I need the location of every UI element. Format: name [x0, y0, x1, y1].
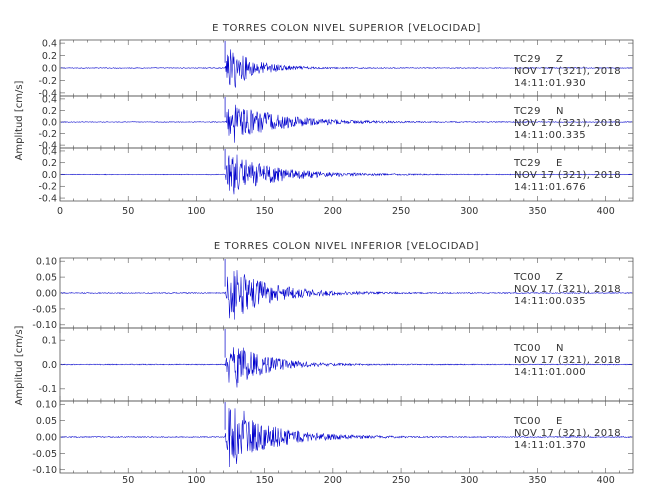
- station-code: TC00: [513, 272, 541, 283]
- record-time: 14:11:01.000: [514, 367, 586, 378]
- x-tick-label: 400: [597, 475, 615, 486]
- chart-1: E TORRES COLON NIVEL SUPERIOR [VELOCIDAD…: [14, 23, 634, 217]
- chart-title: E TORRES COLON NIVEL SUPERIOR [VELOCIDAD…: [212, 23, 481, 34]
- y-axis-label: Amplitud [cm/s]: [14, 80, 25, 160]
- component-code: E: [556, 416, 563, 427]
- y-tick-label: -0.2: [38, 182, 57, 193]
- record-time: 14:11:01.676: [514, 182, 586, 193]
- y-tick-label: 0.0: [42, 170, 57, 181]
- waveform-line: [60, 270, 633, 320]
- x-tick-label: 200: [324, 206, 342, 217]
- waveform-line: [60, 104, 633, 143]
- x-tick-label: 100: [187, 206, 205, 217]
- x-tick-label: 400: [597, 206, 615, 217]
- y-tick-label: -0.2: [38, 129, 57, 140]
- x-tick-label: 300: [460, 206, 478, 217]
- station-code: TC29: [513, 106, 541, 117]
- y-tick-label: 0.4: [42, 146, 57, 157]
- record-date: NOV 17 (321), 2018: [514, 170, 621, 181]
- record-time: 14:11:00.335: [514, 130, 586, 141]
- y-tick-label: -0.4: [38, 141, 57, 152]
- component-code: N: [556, 343, 564, 354]
- x-tick-label: 250: [392, 206, 410, 217]
- x-tick-label: 200: [324, 475, 342, 486]
- y-tick-label: 0.4: [42, 39, 57, 50]
- station-code: TC29: [513, 158, 541, 169]
- x-tick-label: 150: [256, 475, 274, 486]
- y-tick-label: 0.05: [36, 272, 57, 283]
- waveform-line: [60, 49, 633, 88]
- waveform-line: [60, 408, 633, 468]
- station-code: TC00: [513, 343, 541, 354]
- y-tick-label: -0.05: [32, 304, 57, 315]
- station-code: TC00: [513, 416, 541, 427]
- x-tick-label: 350: [528, 206, 546, 217]
- x-tick-label: 350: [528, 475, 546, 486]
- y-tick-label: 0.0: [42, 63, 57, 74]
- record-date: NOV 17 (321), 2018: [514, 355, 621, 366]
- y-tick-label: 0.2: [42, 106, 57, 117]
- y-tick-label: -0.4: [38, 88, 57, 99]
- y-tick-label: 0.00: [36, 432, 57, 443]
- record-time: 14:11:01.370: [514, 440, 586, 451]
- y-tick-label: 0.4: [42, 94, 57, 105]
- waveform-line: [60, 154, 632, 195]
- x-tick-label: 50: [122, 475, 134, 486]
- record-date: NOV 17 (321), 2018: [514, 66, 621, 77]
- x-tick-label: 50: [122, 206, 134, 217]
- station-code: TC29: [513, 54, 541, 65]
- record-time: 14:11:00.035: [514, 296, 586, 307]
- y-tick-label: -0.05: [32, 449, 57, 460]
- x-tick-label: 150: [256, 206, 274, 217]
- record-date: NOV 17 (321), 2018: [514, 118, 621, 129]
- y-tick-label: 0.05: [36, 416, 57, 427]
- x-tick-label: 100: [187, 475, 205, 486]
- y-tick-label: -0.1: [38, 384, 57, 395]
- record-time: 14:11:01.930: [514, 78, 586, 89]
- y-tick-label: 0.10: [36, 400, 57, 411]
- y-tick-label: 0.0: [42, 360, 57, 371]
- record-date: NOV 17 (321), 2018: [514, 428, 621, 439]
- y-tick-label: -0.10: [32, 320, 57, 331]
- y-tick-label: -0.2: [38, 76, 57, 87]
- chart-2: E TORRES COLON NIVEL INFERIOR [VELOCIDAD…: [14, 241, 634, 486]
- y-tick-label: 0.00: [36, 288, 57, 299]
- x-tick-label: 300: [460, 475, 478, 486]
- y-tick-label: 0.10: [36, 257, 57, 268]
- y-tick-label: 0.0: [42, 117, 57, 128]
- component-code: Z: [556, 272, 563, 283]
- x-tick-label: 0: [57, 206, 63, 217]
- y-tick-label: 0.2: [42, 51, 57, 62]
- y-tick-label: -0.4: [38, 193, 57, 204]
- y-axis-label: Amplitud [cm/s]: [14, 325, 25, 405]
- y-tick-label: 0.1: [42, 336, 57, 347]
- waveform-line: [60, 347, 632, 388]
- record-date: NOV 17 (321), 2018: [514, 284, 621, 295]
- chart-title: E TORRES COLON NIVEL INFERIOR [VELOCIDAD…: [214, 241, 479, 252]
- component-code: N: [556, 106, 564, 117]
- x-tick-label: 250: [392, 475, 410, 486]
- y-tick-label: 0.2: [42, 158, 57, 169]
- component-code: E: [556, 158, 563, 169]
- y-tick-label: -0.10: [32, 465, 57, 476]
- component-code: Z: [556, 54, 563, 65]
